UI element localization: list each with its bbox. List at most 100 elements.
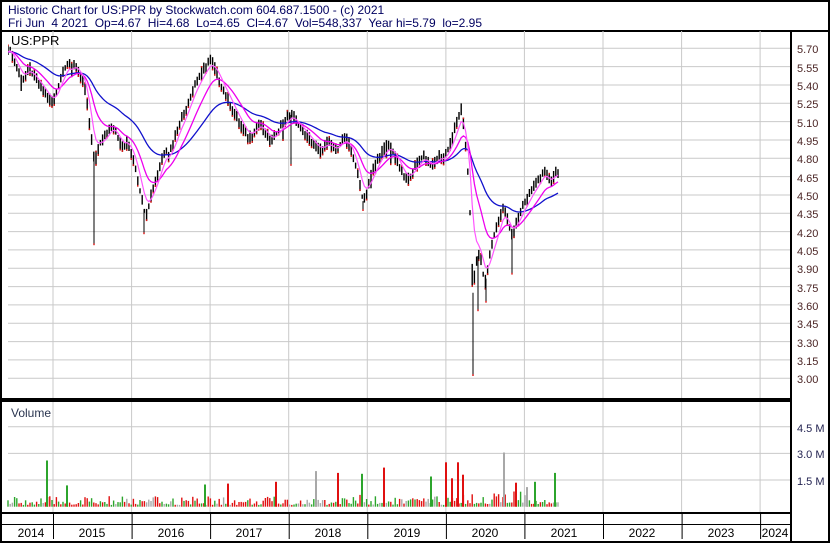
volume-bar — [396, 504, 399, 507]
volume-bar — [493, 493, 495, 507]
volume-bar — [262, 500, 264, 507]
volume-bar — [150, 501, 152, 507]
price-tick-label: 4.65 — [797, 173, 819, 185]
volume-spike-bar — [457, 462, 459, 507]
volume-bar — [475, 502, 478, 507]
volume-bar — [71, 504, 73, 507]
volume-bar — [156, 497, 159, 507]
volume-bar — [346, 499, 348, 507]
year-tick — [603, 514, 604, 539]
volume-bar — [110, 504, 113, 507]
volume-bar — [244, 501, 247, 507]
price-series — [8, 44, 559, 376]
volume-bar — [35, 501, 38, 507]
header-divider — [2, 30, 828, 32]
price-tick-label: 4.80 — [797, 154, 819, 166]
volume-bar — [181, 497, 183, 507]
volume-bar — [68, 502, 71, 507]
volume-bar — [434, 496, 436, 507]
volume-bar — [557, 502, 559, 507]
volume-bar — [339, 504, 341, 507]
volume-bar — [508, 502, 511, 507]
volume-spike-bar — [451, 478, 453, 507]
volume-bar — [260, 504, 262, 507]
volume-bar — [200, 503, 203, 507]
volume-bar — [403, 503, 405, 507]
volume-bar — [183, 500, 185, 507]
volume-bar — [148, 499, 150, 507]
volume-bar — [189, 504, 192, 507]
volume-bar — [489, 503, 491, 507]
volume-spike-bar — [526, 487, 528, 507]
price-tick-label: 5.10 — [797, 118, 819, 130]
volume-bar — [341, 498, 344, 507]
volume-bar — [117, 502, 119, 507]
volume-bar — [77, 503, 80, 507]
volume-bar — [286, 499, 289, 507]
year-tick — [288, 514, 290, 539]
volume-bar — [453, 500, 456, 507]
volume-bar — [73, 504, 75, 507]
volume-bar — [412, 498, 414, 507]
volume-bar — [24, 500, 27, 507]
volume-bar — [299, 500, 302, 507]
volume-bar — [16, 498, 18, 507]
volume-bar — [108, 496, 110, 507]
volume-bar — [185, 500, 187, 507]
price-tick-label: 3.30 — [797, 338, 819, 350]
volume-bar — [154, 496, 157, 507]
volume-bar — [343, 498, 346, 507]
year-label: 2021 — [550, 526, 578, 540]
volume-bar — [537, 504, 539, 507]
volume-bar — [440, 504, 443, 507]
volume-bar — [141, 501, 143, 507]
volume-bar — [491, 499, 493, 507]
volume-bar — [321, 500, 324, 507]
ma-fast-line — [8, 50, 559, 269]
volume-spike-bar — [462, 474, 464, 507]
volume-bar — [93, 502, 95, 507]
chart-title: Historic Chart for US:PPR by Stockwatch.… — [8, 3, 385, 17]
year-label: 2016 — [157, 526, 185, 540]
volume-bar — [478, 503, 480, 507]
volume-bar — [447, 497, 449, 507]
volume-bar — [357, 503, 359, 507]
volume-bar — [18, 503, 20, 507]
volume-bar — [381, 502, 383, 507]
volume-bar — [519, 491, 522, 507]
volume-bar — [233, 500, 236, 507]
volume-bar — [288, 504, 291, 507]
volume-bar — [29, 502, 31, 507]
volume-spike-bar — [383, 467, 385, 507]
volume-bar — [302, 504, 304, 507]
volume-bar — [143, 501, 146, 507]
volume-bar — [436, 496, 438, 507]
volume-bar — [236, 504, 238, 507]
volume-bar — [27, 504, 29, 507]
volume-bar — [511, 502, 513, 507]
volume-bar — [11, 502, 14, 507]
volume-bar — [13, 497, 16, 507]
volume-bar — [352, 497, 355, 507]
volume-bar — [473, 503, 476, 507]
volume-bar — [22, 504, 25, 507]
volume-bar — [513, 491, 515, 507]
volume-bar — [167, 504, 170, 507]
volume-bar — [522, 502, 524, 507]
volume-bar — [222, 497, 225, 507]
volume-bar — [293, 504, 295, 507]
volume-bar — [242, 502, 245, 507]
volume-bar — [427, 498, 429, 507]
price-tick-label: 5.25 — [797, 99, 819, 111]
volume-bar — [350, 503, 352, 507]
year-label: 2024 — [761, 526, 789, 540]
year-label: 2020 — [471, 526, 499, 540]
volume-bar — [192, 496, 194, 507]
volume-bar — [541, 502, 544, 507]
volume-bar — [539, 502, 542, 507]
volume-bar — [266, 496, 269, 507]
volume-bar — [533, 503, 535, 507]
year-label: 2022 — [628, 526, 656, 540]
volume-bar — [374, 496, 377, 507]
volume-bar — [379, 502, 381, 507]
